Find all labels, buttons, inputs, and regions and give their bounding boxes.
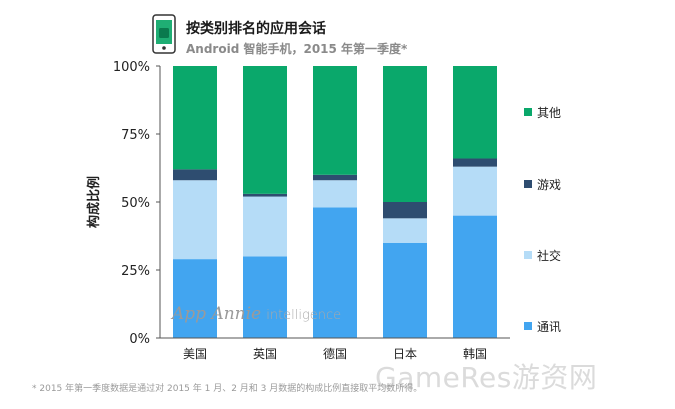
y-tick-label: 0% bbox=[129, 332, 150, 347]
bar-segment-韩国-游戏 bbox=[453, 158, 497, 167]
x-tick-label: 美国 bbox=[183, 347, 207, 361]
y-tick-label: 100% bbox=[113, 60, 150, 75]
legend-swatch-通讯 bbox=[524, 322, 532, 330]
bar-segment-日本-社交 bbox=[383, 218, 427, 243]
chart-title: 按类别排名的应用会话 bbox=[186, 21, 326, 37]
brand-sub: intelligence bbox=[266, 308, 342, 323]
bar-segment-日本-游戏 bbox=[383, 202, 427, 219]
bar-segment-德国-游戏 bbox=[313, 174, 357, 181]
bar-segment-德国-通讯 bbox=[313, 207, 357, 338]
y-tick-label: 50% bbox=[121, 196, 150, 211]
brand-logo: App Annie intelligence bbox=[172, 304, 341, 324]
footnote: * 2015 年第一季度数据是通过对 2015 年 1 月、2 月和 3 月数据… bbox=[32, 384, 423, 394]
x-tick-label: 英国 bbox=[253, 347, 277, 361]
legend-swatch-社交 bbox=[524, 251, 532, 259]
bar-segment-韩国-通讯 bbox=[453, 215, 497, 338]
legend-label-通讯: 通讯 bbox=[537, 320, 561, 334]
bar-segment-韩国-其他 bbox=[453, 66, 497, 159]
bar-segment-英国-游戏 bbox=[243, 193, 287, 197]
bar-segment-韩国-社交 bbox=[453, 166, 497, 216]
legend-label-其他: 其他 bbox=[537, 106, 561, 120]
bar-segment-美国-其他 bbox=[173, 66, 217, 170]
phone-icon bbox=[152, 14, 176, 54]
legend-swatch-其他 bbox=[524, 108, 532, 116]
y-tick-label: 25% bbox=[121, 264, 150, 279]
x-tick-label: 日本 bbox=[393, 347, 417, 361]
bar-segment-美国-社交 bbox=[173, 180, 217, 260]
bar-segment-英国-其他 bbox=[243, 66, 287, 194]
chart-subtitle: Android 智能手机，2015 年第一季度* bbox=[186, 42, 408, 56]
x-tick-label: 韩国 bbox=[463, 346, 487, 361]
bar-segment-日本-通讯 bbox=[383, 242, 427, 338]
brand-name: App Annie bbox=[172, 304, 262, 324]
bar-segment-德国-其他 bbox=[313, 66, 357, 175]
bar-segment-英国-通讯 bbox=[243, 256, 287, 338]
bar-segment-美国-通讯 bbox=[173, 259, 217, 338]
x-tick-label: 德国 bbox=[323, 346, 347, 361]
bar-segment-日本-其他 bbox=[383, 66, 427, 202]
y-tick-label: 75% bbox=[121, 128, 150, 143]
legend-label-社交: 社交 bbox=[537, 248, 561, 263]
chart-header: 按类别排名的应用会话 Android 智能手机，2015 年第一季度* bbox=[152, 12, 512, 62]
legend-swatch-游戏 bbox=[524, 180, 532, 188]
watermark: GameRes游资网 bbox=[375, 361, 598, 394]
bar-segment-德国-社交 bbox=[313, 180, 357, 208]
bar-segment-美国-游戏 bbox=[173, 169, 217, 181]
bar-segment-英国-社交 bbox=[243, 196, 287, 257]
legend-label-游戏: 游戏 bbox=[537, 178, 561, 192]
y-axis-label: 构成比例 bbox=[86, 176, 102, 228]
